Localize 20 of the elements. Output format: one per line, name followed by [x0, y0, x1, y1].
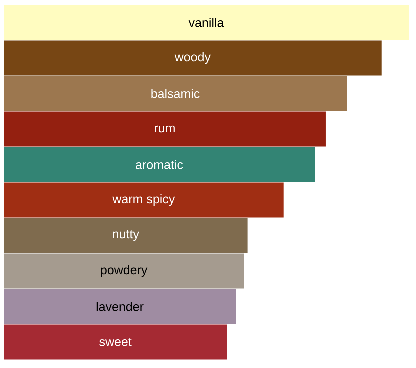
y-tick-label: vanilla — [188, 18, 224, 28]
y-tick-label: lavender — [96, 302, 144, 312]
bar — [4, 324, 228, 360]
bar — [4, 218, 248, 254]
y-tick-label: nutty — [113, 230, 140, 242]
y-tick-label: aromatic — [136, 160, 184, 170]
y-tick-label: powdery — [101, 265, 148, 278]
bar — [4, 40, 382, 76]
bar — [4, 5, 409, 40]
bar — [4, 254, 244, 289]
y-tick-label: rum — [155, 126, 175, 133]
y-tick-label: sweet — [100, 338, 132, 346]
bar — [4, 147, 316, 182]
bar — [4, 76, 348, 112]
y-tick-label: warm spicy — [112, 194, 176, 206]
bar — [4, 112, 326, 147]
bar — [4, 182, 284, 218]
bar — [4, 289, 236, 324]
y-tick-label: balsamic — [152, 89, 200, 98]
y-tick-label: woody — [174, 52, 211, 64]
